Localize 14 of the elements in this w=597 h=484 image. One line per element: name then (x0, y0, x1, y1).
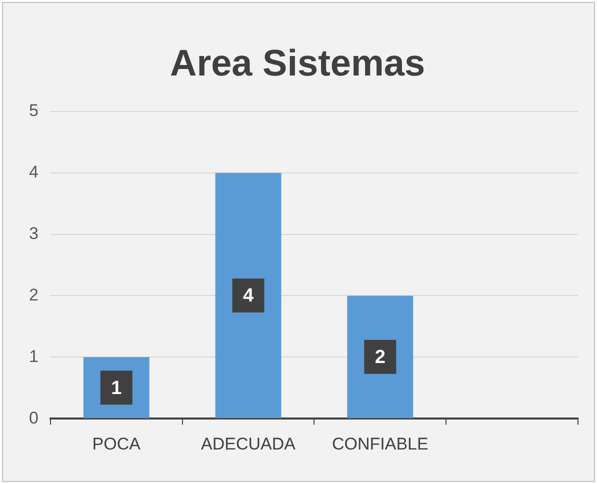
y-tick-label: 1 (28, 346, 38, 366)
bar (215, 172, 282, 418)
data-label: 1 (111, 378, 122, 399)
x-tick-label: POCA (92, 434, 142, 454)
data-label: 2 (374, 347, 386, 368)
x-tick-label: ADECUADA (201, 434, 296, 454)
x-tick-label: CONFIABLE (332, 434, 428, 454)
chart-title: Area Sistemas (170, 42, 426, 84)
y-tick-label: 3 (28, 224, 38, 243)
y-tick-label: 5 (28, 101, 38, 120)
y-tick-label: 2 (28, 285, 38, 304)
y-tick-label: 0 (28, 408, 38, 428)
y-tick-label: 4 (28, 162, 38, 182)
data-label: 4 (242, 286, 254, 307)
